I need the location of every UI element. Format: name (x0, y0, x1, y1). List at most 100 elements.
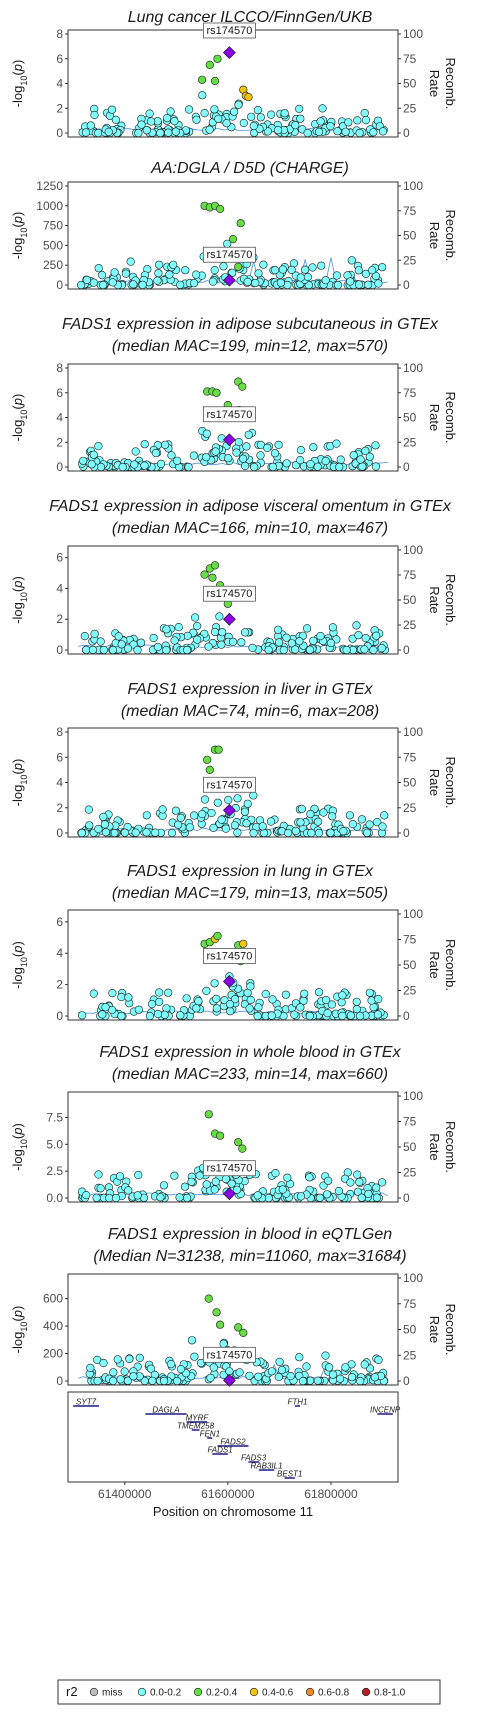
y2-tick-label: 100 (403, 179, 423, 193)
variant-point-peak (213, 931, 222, 941)
legend-label: miss (102, 1688, 123, 1699)
variant-point (321, 276, 330, 285)
variant-point (88, 645, 97, 655)
lead-snp-label-box (202, 406, 256, 423)
variant-point (98, 1010, 107, 1019)
variant-point (92, 1193, 101, 1202)
variant-point (348, 819, 357, 829)
variant-point (89, 450, 98, 459)
variant-point (323, 1008, 332, 1018)
y2-tick-label: 25 (403, 801, 417, 815)
variant-point (303, 128, 312, 138)
panel-subtitle: (Median N=31238, min=11060, max=31684) (93, 1248, 406, 1265)
lead-snp-marker (222, 433, 236, 447)
variant-point (234, 100, 243, 109)
variant-point (334, 1186, 344, 1196)
y2-tick-label: 100 (403, 907, 423, 921)
variant-point (243, 799, 252, 808)
variant-point (96, 637, 105, 646)
variant-point (176, 1364, 185, 1374)
y2-tick-label: 25 (403, 1348, 417, 1362)
variant-point (76, 280, 86, 290)
variant-point (291, 826, 300, 836)
variant-point (260, 828, 269, 838)
variant-point (167, 1359, 176, 1369)
variant-point (306, 460, 315, 469)
variant-point (249, 121, 258, 130)
panels-layer: Lung cancer ILCCO/FinnGen/UKB 0 2 4 6 8 0 25 50 7… (10, 9, 458, 1388)
variant-point (82, 1190, 91, 1200)
variant-point (94, 264, 103, 273)
variant-point (120, 828, 129, 837)
variant-point (378, 822, 387, 831)
variant-point (317, 261, 326, 270)
gene-label: MYRF (186, 1414, 210, 1423)
y2-tick-label: 25 (403, 435, 417, 449)
y2-tick-label: 75 (403, 568, 417, 582)
variant-point (114, 632, 123, 641)
variant-point (274, 1372, 283, 1382)
variant-point-peak (208, 573, 217, 582)
panel-title: FADS1 expression in lung in GTEx (127, 863, 374, 880)
variant-point (81, 128, 91, 137)
variant-point (336, 455, 345, 464)
variant-point (248, 643, 257, 653)
variant-point (207, 808, 216, 818)
panel-subtitle: (median MAC=179, min=13, max=505) (112, 885, 388, 902)
variant-point (280, 109, 289, 118)
y-tick-label: 4 (56, 946, 63, 960)
variant-point (346, 1178, 355, 1187)
legend-label: 0.4-0.6 (262, 1688, 294, 1699)
y-tick-label: 0 (56, 1009, 63, 1023)
variant-point (377, 643, 386, 653)
variant-point (333, 127, 342, 136)
variant-point (184, 462, 193, 472)
variant-point (370, 1373, 380, 1382)
variant-point (108, 988, 117, 998)
variant-point (233, 794, 242, 803)
variant-point-peak (244, 92, 253, 102)
variant-point (183, 1193, 192, 1202)
y2-tick-label: 25 (403, 984, 417, 998)
variant-point (296, 446, 306, 455)
variant-point (314, 828, 324, 838)
y2-tick-label: 50 (403, 1323, 417, 1337)
variant-point (160, 1010, 169, 1019)
variant-point (87, 460, 96, 469)
variant-point (355, 1177, 364, 1187)
y-tick-label: 0.0 (46, 1191, 63, 1205)
variant-point (295, 637, 304, 646)
gene-label: FTH1 (287, 1398, 307, 1407)
variant-point (347, 256, 356, 265)
lead-snp-label-box (202, 246, 256, 263)
y2-axis-label: Recomb.Rate (427, 1121, 458, 1173)
variant-point-peak (228, 235, 238, 244)
y2-tick-label: 75 (403, 1297, 417, 1311)
variant-point (180, 1182, 190, 1191)
y-tick-label: 1250 (36, 179, 63, 193)
variant-point (353, 1187, 363, 1196)
variant-point (130, 460, 139, 469)
variant-point (189, 451, 198, 460)
variant-point (79, 456, 88, 465)
variant-point (360, 645, 369, 654)
variant-point (254, 1003, 263, 1012)
variant-point (164, 128, 173, 137)
y-tick-label: 2 (56, 101, 63, 115)
y-tick-label: 8 (56, 725, 63, 739)
variant-point (183, 645, 192, 655)
variant-point (182, 994, 191, 1003)
y-tick-label: 750 (43, 219, 63, 233)
variant-point (131, 447, 140, 456)
panel-4: FADS1 expression in adipose visceral ome… (10, 498, 458, 657)
variant-point (328, 1370, 338, 1379)
variant-point (326, 638, 336, 648)
variant-point (198, 91, 207, 100)
legend-label: 0.2-0.4 (206, 1688, 238, 1699)
variant-point (242, 819, 251, 828)
variant-point (140, 461, 149, 470)
variant-point (131, 828, 140, 837)
variant-point (226, 1007, 235, 1016)
variant-point (211, 447, 220, 456)
panel-title: Lung cancer ILCCO/FinnGen/UKB (128, 9, 373, 26)
